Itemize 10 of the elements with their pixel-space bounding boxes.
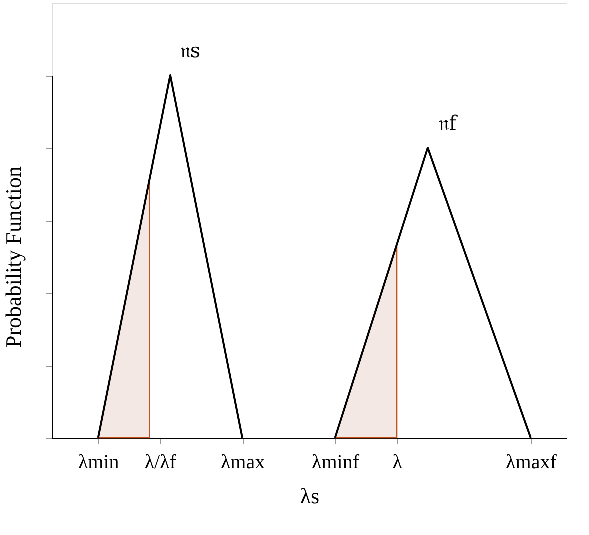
x-axis-title: λs bbox=[300, 484, 320, 508]
y-axis-title: Probability Function bbox=[1, 166, 26, 348]
x-tick-label: λ bbox=[392, 452, 403, 474]
x-tick-label: λmax bbox=[220, 452, 266, 474]
x-tick-label: λmin bbox=[78, 452, 120, 474]
x-tick-label: λmaxf bbox=[506, 452, 558, 474]
text: 𝔫s bbox=[180, 38, 201, 62]
x-tick-label: λminf bbox=[312, 452, 360, 474]
annotation: 𝔫f bbox=[439, 111, 458, 135]
x-tick-label: λ/λf bbox=[144, 452, 177, 474]
